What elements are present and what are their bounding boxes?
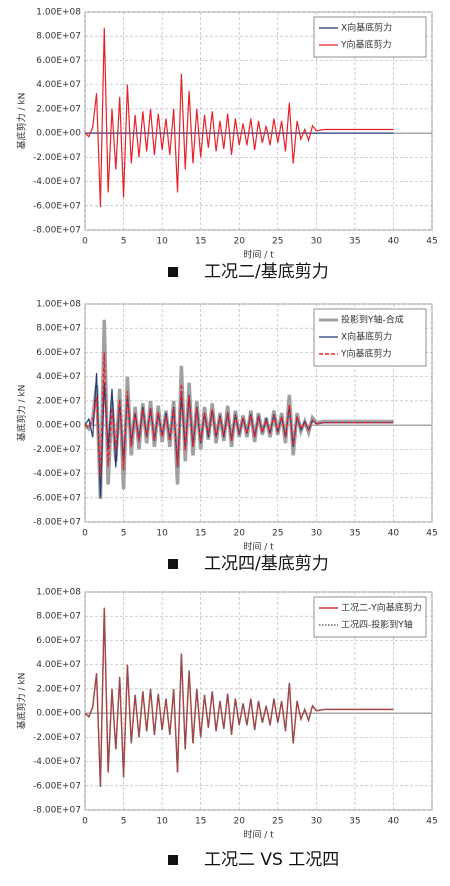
y-tick-label: 2.00E+07 <box>36 396 81 406</box>
x-tick-label: 30 <box>311 817 323 827</box>
x-tick-label: 35 <box>349 237 360 247</box>
y-tick-label: 0.00E+00 <box>36 421 81 431</box>
y-tick-label: -4.00E+07 <box>33 177 81 187</box>
y-axis-label: 基底剪力 / kN <box>16 673 28 730</box>
y-tick-label: -6.00E+07 <box>33 201 81 211</box>
x-tick-label: 20 <box>233 817 245 827</box>
y-tick-label: 1.00E+08 <box>36 8 81 18</box>
x-tick-label: 45 <box>426 817 437 827</box>
y-axis-label: 基底剪力 / kN <box>16 385 28 442</box>
series-line <box>84 352 394 478</box>
x-tick-label: 25 <box>272 529 283 539</box>
chart: -8.00E+07 -6.00E+07 -4.00E+07 -2.00E+07 0.00… <box>16 300 438 575</box>
x-tick-label: 40 <box>388 529 400 539</box>
y-tick-label: -2.00E+07 <box>33 733 81 743</box>
y-tick-label: 0.00E+00 <box>36 129 81 139</box>
series-line <box>84 607 394 788</box>
y-tick-label: 1.00E+08 <box>36 588 81 598</box>
chart: -8.00E+07 -6.00E+07 -4.00E+07 -2.00E+07 0.00… <box>16 588 438 871</box>
legend-label: 工况四-投影到Y轴 <box>341 619 413 631</box>
x-tick-label: 45 <box>426 237 437 247</box>
y-tick-label: -2.00E+07 <box>33 153 81 163</box>
y-tick-label: 2.00E+07 <box>36 104 81 114</box>
x-tick-label: 30 <box>311 529 323 539</box>
x-tick-label: 5 <box>121 237 127 247</box>
x-axis-label: 时间 / t <box>243 541 274 553</box>
y-tick-label: -4.00E+07 <box>33 469 81 479</box>
x-tick-label: 10 <box>156 529 168 539</box>
x-tick-label: 35 <box>349 529 360 539</box>
y-tick-label: 4.00E+07 <box>36 660 81 670</box>
x-tick-label: 20 <box>233 237 245 247</box>
legend-label: Y向基底剪力 <box>340 39 392 51</box>
chart: -8.00E+07 -6.00E+07 -4.00E+07 -2.00E+07 0.00… <box>16 8 438 283</box>
y-tick-label: -4.00E+07 <box>33 757 81 767</box>
x-tick-label: 5 <box>121 817 127 827</box>
x-tick-label: 5 <box>121 529 127 539</box>
caption-bullet <box>168 267 178 277</box>
x-tick-label: 0 <box>82 817 88 827</box>
x-axis-label: 时间 / t <box>243 829 274 841</box>
chart-title: 工况二/基底剪力 <box>204 262 329 282</box>
x-tick-label: 35 <box>349 817 360 827</box>
chart-title: 工况二 VS 工况四 <box>204 850 339 870</box>
x-tick-label: 20 <box>233 529 245 539</box>
x-tick-label: 25 <box>272 237 283 247</box>
y-tick-label: -8.00E+07 <box>33 518 81 528</box>
x-tick-label: 40 <box>388 237 400 247</box>
y-tick-label: -6.00E+07 <box>33 781 81 791</box>
y-tick-label: -8.00E+07 <box>33 806 81 816</box>
y-tick-label: -2.00E+07 <box>33 445 81 455</box>
legend-label: X向基底剪力 <box>341 331 392 343</box>
x-tick-label: 15 <box>195 529 206 539</box>
legend-label: 投影到Y轴-合成 <box>341 314 404 326</box>
y-tick-label: 6.00E+07 <box>36 636 81 646</box>
x-tick-label: 10 <box>156 237 168 247</box>
legend-label: Y向基底剪力 <box>340 348 392 360</box>
x-axis-label: 时间 / t <box>243 249 274 261</box>
y-tick-label: 0.00E+00 <box>36 709 81 719</box>
y-tick-label: -6.00E+07 <box>33 493 81 503</box>
x-tick-label: 10 <box>156 817 168 827</box>
y-tick-label: 2.00E+07 <box>36 684 81 694</box>
y-tick-label: 4.00E+07 <box>36 80 81 90</box>
chart-title: 工况四/基底剪力 <box>204 554 329 574</box>
legend-box <box>313 596 427 638</box>
x-tick-label: 0 <box>82 529 88 539</box>
series-line <box>84 27 394 208</box>
x-tick-label: 15 <box>195 237 206 247</box>
y-tick-label: 6.00E+07 <box>36 56 81 66</box>
y-tick-label: -8.00E+07 <box>33 226 81 236</box>
y-tick-label: 1.00E+08 <box>36 300 81 310</box>
y-tick-label: 6.00E+07 <box>36 348 81 358</box>
x-tick-label: 30 <box>311 237 323 247</box>
x-tick-label: 45 <box>426 529 437 539</box>
x-tick-label: 0 <box>82 237 88 247</box>
y-tick-label: 8.00E+07 <box>36 324 81 334</box>
x-tick-label: 15 <box>195 817 206 827</box>
legend-box <box>313 16 427 58</box>
legend-label: X向基底剪力 <box>341 22 392 34</box>
x-tick-label: 25 <box>272 817 283 827</box>
y-axis-label: 基底剪力 / kN <box>16 93 28 150</box>
y-tick-label: 4.00E+07 <box>36 372 81 382</box>
x-tick-label: 40 <box>388 817 400 827</box>
caption-bullet <box>168 855 178 865</box>
y-tick-label: 8.00E+07 <box>36 32 81 42</box>
caption-bullet <box>168 559 178 569</box>
legend-label: 工况二-Y向基底剪力 <box>341 602 422 614</box>
y-tick-label: 8.00E+07 <box>36 612 81 622</box>
